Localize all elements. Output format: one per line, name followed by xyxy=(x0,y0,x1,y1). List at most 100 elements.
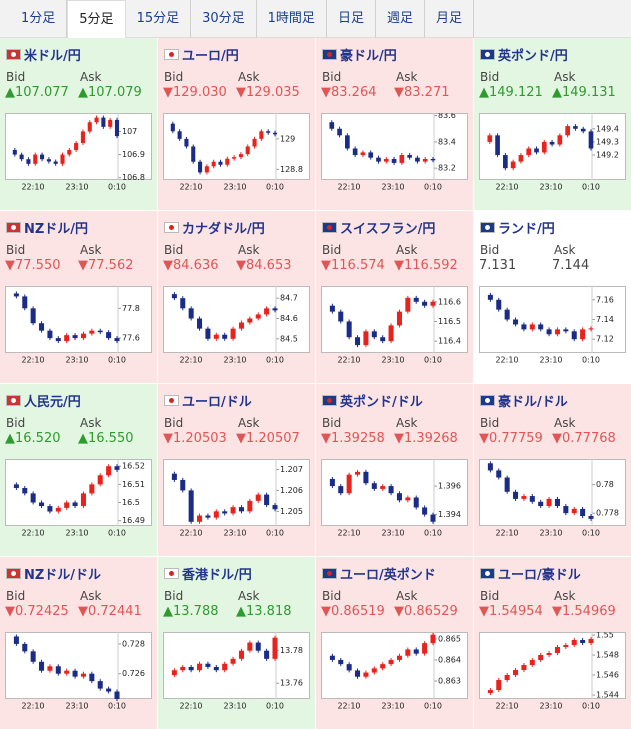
candle xyxy=(487,690,493,693)
x-tick-label: 0:10 xyxy=(266,702,284,711)
candle xyxy=(108,119,113,127)
ask-label: Ask xyxy=(396,70,418,84)
candle xyxy=(554,329,560,335)
tab[interactable]: 週足 xyxy=(376,0,425,38)
candle xyxy=(352,148,358,156)
flag-dot xyxy=(327,398,332,403)
candle xyxy=(213,511,219,518)
y-tick-label: 0.728 xyxy=(122,639,145,648)
rate-card[interactable]: ランド/円 Bid Ask 7.131 7.144 7.16 7.14 7.12 22:10 23… xyxy=(474,211,631,383)
bid-value: ▼116.574 xyxy=(321,258,385,273)
rate-card[interactable]: 人民元/円 Bid Ask ▲16.520 ▲16.550 16.52 16.51 16.5 1… xyxy=(0,384,157,556)
flag-dot xyxy=(169,398,174,403)
tab[interactable]: 5分足 xyxy=(67,0,126,38)
x-tick-label: 22:10 xyxy=(179,183,202,192)
candle xyxy=(39,323,45,331)
tab[interactable]: 1時間足 xyxy=(257,0,327,38)
candle xyxy=(64,670,70,674)
ask-label: Ask xyxy=(396,416,418,430)
rate-value: 16.550 xyxy=(88,431,134,446)
flag-icon xyxy=(322,49,337,60)
rate-card[interactable]: ユーロ/豪ドル Bid Ask ▼1.54954 ▼1.54969 1.55 1.548 1.… xyxy=(474,557,631,729)
rate-card[interactable]: ユーロ/ドル Bid Ask ▼1.20503 ▼1.20507 1.207 1.206 1.… xyxy=(158,384,315,556)
trend-arrow: ▲ xyxy=(552,85,562,100)
y-tick-label: 116.5 xyxy=(438,317,461,326)
candle xyxy=(180,666,186,671)
bid-value: ▼129.030 xyxy=(163,85,227,100)
y-tick-label: 0.863 xyxy=(438,676,461,685)
trend-arrow: ▼ xyxy=(394,604,404,619)
candle xyxy=(80,673,86,677)
card-title: 英ポンド/ドル xyxy=(322,391,423,410)
trend-arrow: ▲ xyxy=(236,604,246,619)
y-tick-label: 7.12 xyxy=(596,335,614,344)
candle xyxy=(565,126,570,136)
candle xyxy=(188,666,194,671)
candle xyxy=(97,681,103,689)
candle xyxy=(60,154,65,164)
rate-card[interactable]: NZドル/円 Bid Ask ▼77.550 ▼77.562 77.8 77.6 22:10 2… xyxy=(0,211,157,383)
rate-card[interactable]: NZドル/ドル Bid Ask ▼0.72425 ▼0.72441 0.728 0.726 2… xyxy=(0,557,157,729)
candle xyxy=(376,157,381,162)
candle xyxy=(355,337,361,346)
tab[interactable]: 日足 xyxy=(327,0,376,38)
candle xyxy=(571,640,577,645)
candle xyxy=(89,484,95,494)
y-tick-label: 128.8 xyxy=(280,165,303,174)
rate-card[interactable]: 米ドル/円 Bid Ask ▲107.077 ▲107.079 107 106.9 106.8… xyxy=(0,38,157,210)
candle xyxy=(74,143,79,150)
card-title: ユーロ/円 xyxy=(164,45,239,64)
candle xyxy=(383,158,389,162)
card-title: ユーロ/豪ドル xyxy=(480,564,581,583)
candle xyxy=(87,122,92,132)
bid-label: Bid xyxy=(6,243,26,257)
chart-frame xyxy=(321,632,468,699)
candle xyxy=(510,161,516,169)
candle xyxy=(26,159,31,164)
candle xyxy=(213,666,219,671)
candle xyxy=(33,154,38,164)
pair-name: ユーロ/英ポンド xyxy=(340,568,436,583)
rate-value: 77.562 xyxy=(88,258,134,273)
candle xyxy=(541,141,547,153)
candle xyxy=(580,329,586,340)
candle xyxy=(30,493,36,503)
candle xyxy=(588,516,594,519)
candle xyxy=(197,663,203,671)
rate-card[interactable]: 豪ドル/ドル Bid Ask ▼0.77759 ▼0.77768 0.78 0.778 22:… xyxy=(474,384,631,556)
rate-card[interactable]: 英ポンド/円 Bid Ask ▲149.121 ▲149.131 149.4 149.3 14… xyxy=(474,38,631,210)
rate-card[interactable]: スイスフラン/円 Bid Ask ▼116.574 ▼116.592 116.6 116.5… xyxy=(316,211,473,383)
rate-card[interactable]: 英ポンド/ドル Bid Ask ▼1.39258 ▼1.39268 1.396 1.394 2… xyxy=(316,384,473,556)
tab-bar: 1分足 5分足 15分足 30分足 1時間足 日足 週足 月足 xyxy=(0,0,631,38)
x-tick-label: 23:10 xyxy=(381,356,404,365)
trend-arrow: ▼ xyxy=(552,431,562,446)
candle xyxy=(430,158,436,161)
flag-dot xyxy=(485,225,490,230)
x-tick-label: 0:10 xyxy=(424,529,442,538)
ask-label: Ask xyxy=(238,416,260,430)
rate-value: 1.54969 xyxy=(562,604,616,619)
tab[interactable]: 月足 xyxy=(425,0,474,38)
rate-card[interactable]: 豪ドル/円 Bid Ask ▼83.264 ▼83.271 83.6 83.4 83.2 22:… xyxy=(316,38,473,210)
candle xyxy=(272,132,278,135)
rate-card[interactable]: ユーロ/円 Bid Ask ▼129.030 ▼129.035 129 128.8 22:10… xyxy=(158,38,315,210)
x-tick-label: 22:10 xyxy=(337,356,360,365)
tab[interactable]: 1分足 xyxy=(10,0,68,38)
tab[interactable]: 30分足 xyxy=(191,0,257,38)
y-tick-label: 129 xyxy=(280,134,295,143)
mini-chart: 84.7 84.6 84.5 22:10 23:10 0:10 xyxy=(163,286,310,365)
rate-card[interactable]: ユーロ/英ポンド Bid Ask ▼0.86519 ▼0.86529 0.865 0.864… xyxy=(316,557,473,729)
ask-label: Ask xyxy=(80,589,102,603)
candle xyxy=(355,471,361,475)
candle xyxy=(238,650,244,659)
rate-card[interactable]: 香港ドル/円 Bid Ask ▲13.788 ▲13.818 13.78 13.76 22:1… xyxy=(158,557,315,729)
candle xyxy=(588,131,594,149)
y-tick-label: 16.51 xyxy=(122,480,145,489)
candle xyxy=(170,123,175,132)
candle xyxy=(94,117,99,123)
chart-frame xyxy=(163,286,310,353)
rate-value: 149.131 xyxy=(562,85,616,100)
rate-card[interactable]: カナダドル/円 Bid Ask ▼84.636 ▼84.653 84.7 84.6 84.5 2… xyxy=(158,211,315,383)
trend-arrow: ▼ xyxy=(78,258,88,273)
tab[interactable]: 15分足 xyxy=(126,0,192,38)
